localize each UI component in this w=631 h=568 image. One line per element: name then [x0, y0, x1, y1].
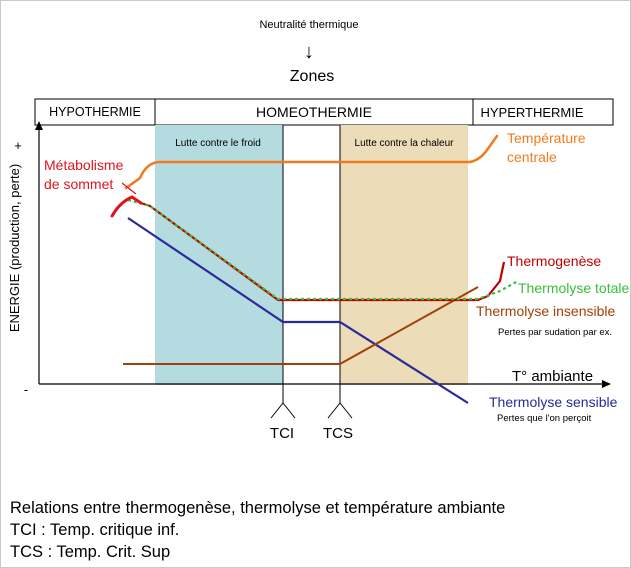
neutralite-title: Neutralité thermique	[259, 19, 358, 31]
zone-homeothermie: HOMEOTHERMIE	[256, 104, 372, 120]
region-lutte-chaleur	[340, 125, 468, 385]
caption-line-3: TCS : Temp. Crit. Sup	[10, 543, 171, 561]
tcs-marker	[327, 402, 353, 419]
curve-temperature-centrale	[124, 134, 499, 190]
zones-bar	[34, 98, 614, 126]
label-lutte-froid: Lutte contre le froid	[175, 138, 261, 149]
down-arrow-icon: ↓	[304, 41, 314, 63]
curve-thermogenese	[140, 201, 506, 302]
curve-thermolyse-totale	[127, 198, 519, 301]
note-percoit: Pertes que l'on perçoit	[497, 413, 592, 424]
curve-metabolisme-de-sommet	[110, 195, 143, 218]
region-lutte-froid	[155, 125, 283, 385]
label-thermolyse-sensible: Thermolyse sensible	[489, 394, 618, 410]
label-temperature-line1: Température	[507, 130, 586, 146]
note-sudation: Pertes par sudation par ex.	[498, 327, 612, 338]
tci-label: TCI	[270, 425, 294, 442]
label-temperature-line2: centrale	[507, 149, 557, 165]
label-metabolisme-line2: de sommet	[44, 176, 113, 192]
label-lutte-chaleur: Lutte contre la chaleur	[355, 138, 455, 149]
zone-hypothermie: HYPOTHERMIE	[49, 105, 141, 119]
y-axis-arrowhead	[35, 121, 43, 130]
curve-thermolyse-sensible	[127, 217, 469, 404]
label-thermogenese: Thermogenèse	[507, 253, 601, 269]
label-thermolyse-insensible: Thermolyse insensible	[476, 303, 615, 319]
y-axis-plus: +	[14, 138, 22, 153]
label-metabolisme-line1: Métabolisme	[44, 157, 124, 173]
caption-line-2: TCI : Temp. critique inf.	[10, 521, 180, 539]
y-axis-label: ENERGIE (production, perte)	[7, 164, 22, 332]
curve-thermolyse-insensible	[123, 286, 479, 365]
tcs-label: TCS	[323, 425, 353, 442]
x-axis-label: T° ambiante	[512, 368, 593, 385]
x-axis-arrowhead	[602, 380, 611, 388]
metabolisme-pointer	[121, 182, 137, 195]
zone-hyperthermie: HYPERTHERMIE	[480, 105, 583, 120]
tci-marker	[270, 402, 296, 419]
caption-line-1: Relations entre thermogenèse, thermolyse…	[10, 499, 506, 517]
y-axis-minus: -	[24, 382, 28, 397]
label-thermolyse-totale: Thermolyse totale	[518, 280, 629, 296]
zones-title: Zones	[290, 68, 334, 85]
